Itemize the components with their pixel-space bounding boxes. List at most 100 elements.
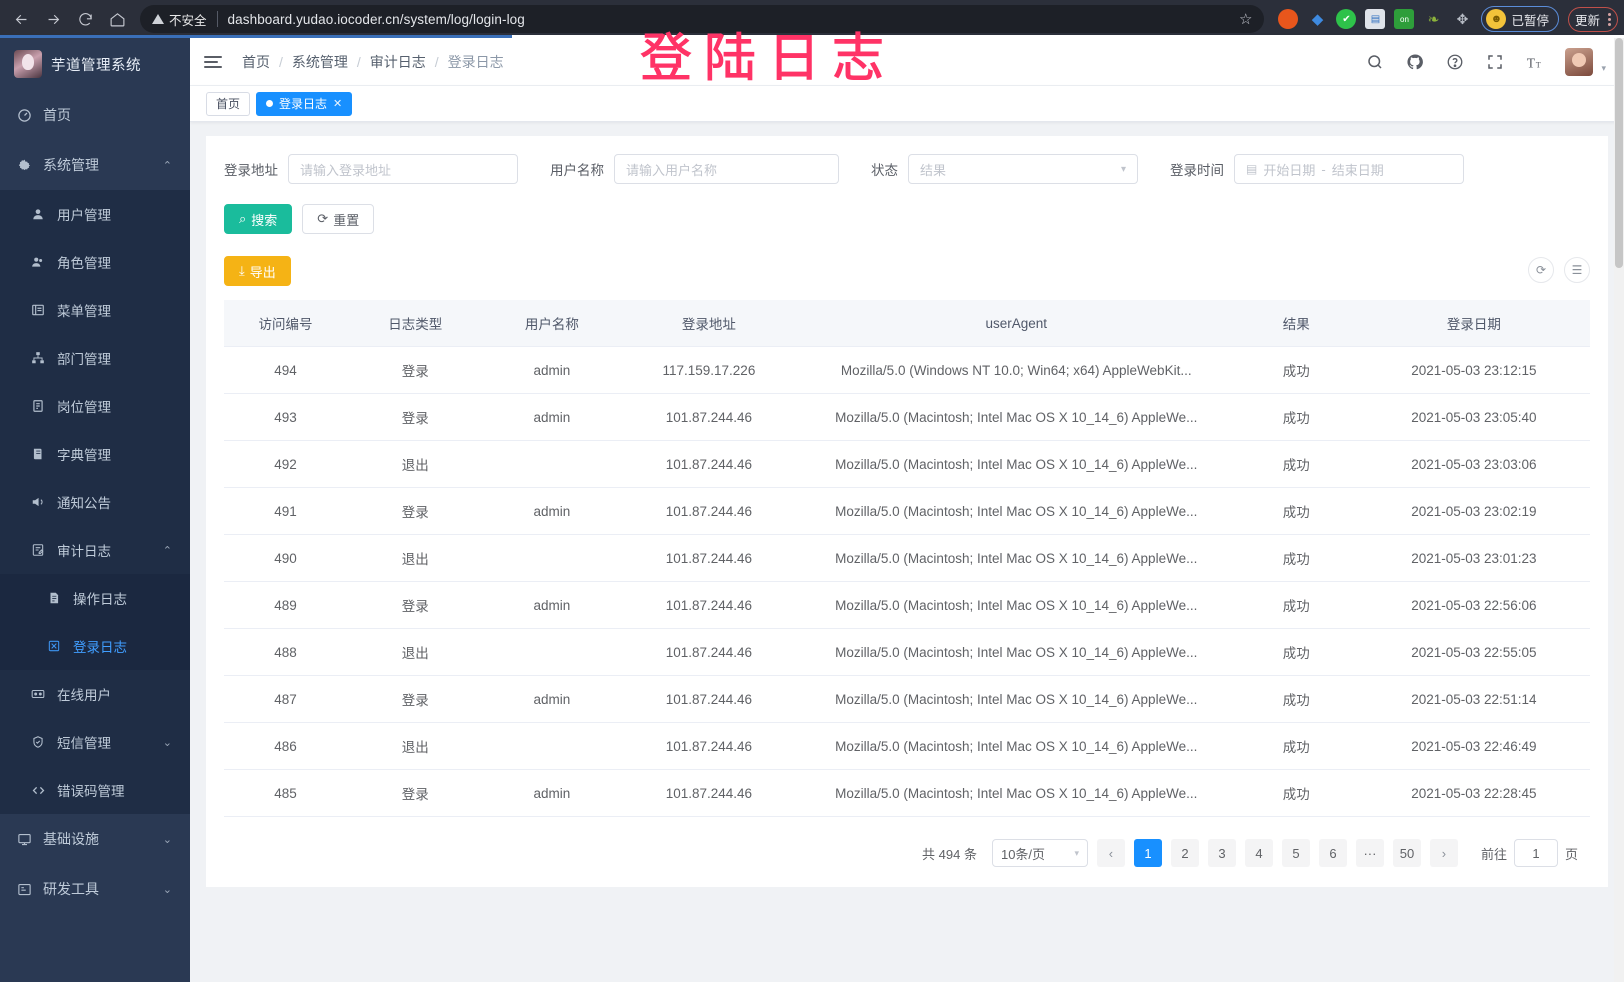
- ext-blue-diamond-icon[interactable]: ◆: [1311, 11, 1324, 28]
- reset-button[interactable]: ⟳ 重置: [302, 204, 375, 234]
- sidebar-item-roles[interactable]: 角色管理: [0, 238, 190, 286]
- page-ellipsis[interactable]: ···: [1355, 839, 1384, 867]
- breadcrumb-item-home[interactable]: 首页: [242, 53, 270, 70]
- tab-login-log[interactable]: 登录日志 ✕: [256, 91, 353, 116]
- close-icon[interactable]: ✕: [333, 98, 343, 110]
- input-placeholder: 请输入用户名称: [626, 162, 718, 178]
- home-icon[interactable]: [102, 4, 132, 34]
- page-scrollbar[interactable]: [1614, 38, 1624, 982]
- refresh-circle-icon[interactable]: ⟳: [1528, 257, 1554, 283]
- brand[interactable]: 芋道管理系统: [0, 38, 190, 90]
- page-button-4[interactable]: 4: [1244, 839, 1273, 867]
- jump-page-input[interactable]: 1: [1513, 839, 1558, 867]
- sidebar-item-menus[interactable]: 菜单管理: [0, 286, 190, 334]
- security-indicator[interactable]: 不安全: [152, 10, 207, 29]
- sidebar-item-online-users[interactable]: 在线用户: [0, 670, 190, 718]
- sidebar-item-operation-log[interactable]: 操作日志: [0, 574, 190, 622]
- sidebar-item-login-log[interactable]: 登录日志: [0, 622, 190, 670]
- sidebar-item-label: 基础设施: [43, 831, 99, 847]
- table-row[interactable]: 485 登录 admin 101.87.244.46 Mozilla/5.0 (Maci…: [224, 769, 1590, 817]
- chrome-menu-icon[interactable]: [1608, 12, 1611, 26]
- sidebar-item-home[interactable]: 首页: [0, 90, 190, 140]
- sidebar-item-error-code[interactable]: 错误码管理: [0, 766, 190, 814]
- sidebar-item-posts[interactable]: 岗位管理: [0, 382, 190, 430]
- sidebar-item-system[interactable]: 系统管理 ⌃: [0, 140, 190, 190]
- search-button[interactable]: ⌕ 搜索: [224, 204, 293, 234]
- forward-arrow-icon[interactable]: [38, 4, 68, 34]
- login-time-daterange[interactable]: ▤ 开始日期 - 结束日期: [1234, 154, 1464, 184]
- hamburger-icon[interactable]: [204, 51, 226, 73]
- column-header-useragent[interactable]: userAgent: [797, 300, 1235, 347]
- export-button[interactable]: ⤓ 导出: [224, 256, 291, 286]
- page-button-last[interactable]: 50: [1392, 839, 1421, 867]
- login-address-input[interactable]: 请输入登录地址: [288, 154, 518, 184]
- cell-id: 489: [224, 581, 347, 629]
- columns-circle-icon[interactable]: ☰: [1564, 257, 1590, 283]
- breadcrumb-item-current: 登录日志: [447, 53, 504, 70]
- sidebar-item-notices[interactable]: 通知公告: [0, 478, 190, 526]
- table-row[interactable]: 487 登录 admin 101.87.244.46 Mozilla/5.0 (Maci…: [224, 675, 1590, 723]
- ext-orange-ring-icon[interactable]: [1278, 9, 1299, 29]
- column-header-id[interactable]: 访问编号: [224, 300, 347, 347]
- page-button-1[interactable]: 1: [1133, 839, 1162, 867]
- tab-home[interactable]: 首页: [206, 91, 251, 116]
- sidebar-item-label: 短信管理: [57, 736, 111, 751]
- sidebar-item-departments[interactable]: 部门管理: [0, 334, 190, 382]
- column-header-username[interactable]: 用户名称: [483, 300, 621, 347]
- page-button-6[interactable]: 6: [1318, 839, 1347, 867]
- sidebar-item-audit-log[interactable]: 审计日志 ⌃: [0, 526, 190, 574]
- table-row[interactable]: 488 退出 101.87.244.46 Mozilla/5.0 (Macintosh…: [224, 628, 1590, 676]
- ext-green-check-icon[interactable]: ✔: [1336, 9, 1357, 29]
- update-pill[interactable]: 更新: [1567, 6, 1618, 32]
- filter-label: 用户名称: [550, 163, 604, 178]
- breadcrumb-item-system[interactable]: 系统管理: [291, 53, 348, 70]
- column-header-type[interactable]: 日志类型: [346, 300, 484, 347]
- bookmark-star-icon[interactable]: ☆: [1239, 11, 1253, 28]
- page-button-3[interactable]: 3: [1207, 839, 1236, 867]
- sidebar-item-label: 部门管理: [57, 352, 111, 367]
- column-header-date[interactable]: 登录日期: [1357, 300, 1590, 347]
- table-row[interactable]: 491 登录 admin 101.87.244.46 Mozilla/5.0 (Maci…: [224, 487, 1590, 535]
- column-header-result[interactable]: 结果: [1234, 300, 1358, 347]
- table-row[interactable]: 493 登录 admin 101.87.244.46 Mozilla/5.0 (Maci…: [224, 393, 1590, 441]
- table-row[interactable]: 486 退出 101.87.244.46 Mozilla/5.0 (Macintosh…: [224, 722, 1590, 770]
- fullscreen-icon[interactable]: [1485, 52, 1505, 72]
- next-page-button[interactable]: ›: [1429, 839, 1458, 867]
- page-size-select[interactable]: 10条/页 ▾: [991, 839, 1088, 867]
- table-row[interactable]: 489 登录 admin 101.87.244.46 Mozilla/5.0 (Maci…: [224, 581, 1590, 629]
- table-row[interactable]: 494 登录 admin 117.159.17.226 Mozilla/5.0 (Win…: [224, 346, 1590, 394]
- ext-puzzle-icon[interactable]: ✥: [1456, 10, 1469, 27]
- ext-blue-page-icon[interactable]: ▤: [1365, 9, 1386, 29]
- prev-page-button[interactable]: ‹: [1096, 839, 1125, 867]
- back-arrow-icon[interactable]: [6, 4, 36, 34]
- sidebar-item-infra[interactable]: 基础设施 ⌄: [0, 814, 190, 864]
- reload-icon[interactable]: [70, 4, 100, 34]
- sidebar-item-users[interactable]: 用户管理: [0, 190, 190, 238]
- chevron-down-icon[interactable]: ▾: [1601, 62, 1606, 73]
- page-button-5[interactable]: 5: [1281, 839, 1310, 867]
- paused-pill[interactable]: ☻ 已暂停: [1481, 6, 1559, 32]
- browser-toolbar: 不安全 dashboard.yudao.iocoder.cn/system/lo…: [0, 0, 1624, 38]
- breadcrumb-item-audit[interactable]: 审计日志: [369, 53, 426, 70]
- sidebar-item-devtools[interactable]: 研发工具 ⌄: [0, 864, 190, 914]
- status-select[interactable]: 结果 ▾: [908, 154, 1138, 184]
- calendar-icon: ▤: [1246, 162, 1258, 176]
- ext-green-leaf-icon[interactable]: ❧: [1427, 10, 1440, 27]
- sidebar-item-dictionary[interactable]: 字典管理: [0, 430, 190, 478]
- help-icon[interactable]: [1445, 52, 1465, 72]
- ext-on-badge-icon[interactable]: on: [1394, 9, 1415, 29]
- avatar[interactable]: [1565, 47, 1594, 76]
- cell-result: 成功: [1234, 628, 1358, 676]
- username-input[interactable]: 请输入用户名称: [614, 154, 839, 184]
- breadcrumb-separator: /: [356, 53, 361, 70]
- address-bar[interactable]: 不安全 dashboard.yudao.iocoder.cn/system/lo…: [140, 5, 1265, 33]
- search-icon[interactable]: [1365, 52, 1385, 72]
- page-button-2[interactable]: 2: [1170, 839, 1199, 867]
- table-row[interactable]: 490 退出 101.87.244.46 Mozilla/5.0 (Macintosh…: [224, 534, 1590, 582]
- github-icon[interactable]: [1405, 52, 1425, 72]
- table-row[interactable]: 492 退出 101.87.244.46 Mozilla/5.0 (Macintosh…: [224, 440, 1590, 488]
- sidebar-item-sms[interactable]: 短信管理 ⌄: [0, 718, 190, 766]
- column-header-address[interactable]: 登录地址: [620, 300, 798, 347]
